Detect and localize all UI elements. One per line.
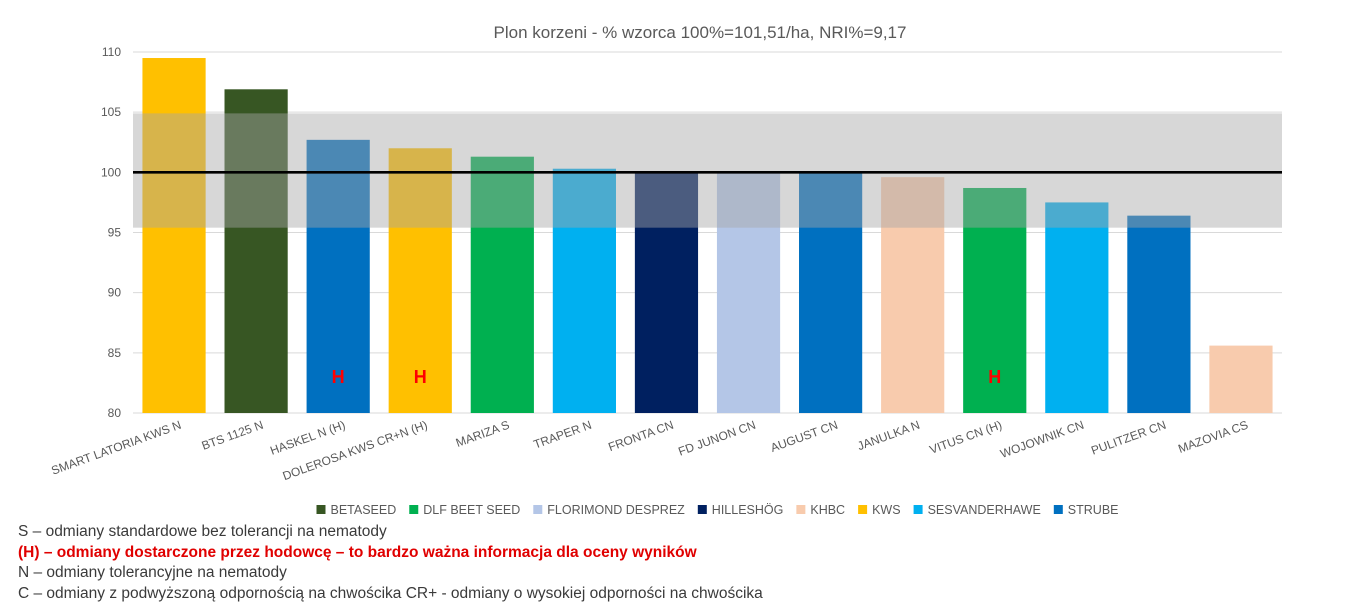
legend-swatch	[858, 505, 868, 514]
bar	[1209, 345, 1273, 413]
y-tick-label: 85	[108, 346, 122, 360]
legend-swatch	[1053, 505, 1063, 514]
y-tick-label: 110	[102, 45, 121, 59]
legend-swatch	[796, 505, 806, 514]
x-tick-label: BTS 1125 N	[200, 418, 265, 453]
legend-label: KWS	[872, 503, 900, 517]
legend-label: DLF BEET SEED	[423, 503, 520, 517]
standard-band	[133, 113, 1282, 228]
legend-swatch	[316, 505, 326, 514]
y-tick-label: 80	[108, 406, 122, 420]
legend-label: BETASEED	[330, 503, 396, 517]
bar	[552, 168, 616, 413]
y-tick-label: 90	[108, 286, 122, 300]
chart-title: Plon korzeni - % wzorca 100%=101,51/ha, …	[494, 23, 907, 42]
x-tick-label: SMART LATORIA KWS N	[49, 418, 183, 478]
bar	[716, 172, 781, 413]
bar	[142, 58, 206, 414]
y-tick-label: 95	[108, 226, 122, 240]
x-tick-label: MARIZA S	[454, 418, 511, 450]
x-tick-label: JANULKA N	[855, 418, 921, 454]
bar	[470, 156, 534, 413]
x-tick-label: VITUS CN (H)	[928, 418, 1004, 457]
note-resistance: C – odmiany z podwyższoną odpornością na…	[18, 584, 763, 602]
legend-swatch	[533, 505, 543, 514]
legend-swatch	[697, 505, 707, 514]
note-standard: S – odmiany standardowe bez tolerancji n…	[18, 523, 387, 540]
legend-label: SESVANDERHAWE	[928, 503, 1041, 517]
y-tick-label: 100	[101, 165, 121, 179]
x-tick-label: PULITZER CN	[1089, 418, 1168, 458]
footnotes: S – odmiany standardowe bez tolerancji n…	[18, 522, 1348, 604]
bar	[963, 187, 1027, 413]
bar	[799, 172, 863, 413]
x-tick-label: FD JUNON CN	[676, 418, 757, 459]
bar	[634, 171, 699, 413]
legend-label: HILLESHÖG	[712, 503, 784, 517]
x-tick-label: AUGUST CN	[769, 418, 840, 455]
note-breeder-supplied: (H) – odmiany dostarczone przez hodowcę …	[18, 543, 697, 561]
note-tolerant: N – odmiany tolerancyjne na nematody	[18, 564, 287, 581]
bar	[388, 148, 452, 413]
bar	[224, 89, 288, 413]
bar-chart: Plon korzeni - % wzorca 100%=101,51/ha, …	[49, 23, 1282, 517]
bar	[1045, 202, 1109, 413]
bar	[306, 139, 370, 414]
legend-label: KHBC	[810, 503, 845, 517]
legend-label: FLORIMOND DESPREZ	[547, 503, 685, 517]
bar	[1127, 215, 1191, 413]
x-tick-label: WOJOWNIK CN	[998, 418, 1085, 461]
bar	[881, 177, 945, 413]
x-tick-label: DOLEROSA KWS CR+N (H)	[281, 418, 430, 483]
legend-swatch	[409, 505, 419, 514]
bar-label: H	[414, 367, 427, 387]
bar-label: H	[988, 367, 1001, 387]
y-tick-label: 105	[101, 105, 121, 119]
x-tick-label: FRONTA CN	[606, 418, 675, 455]
legend-label: STRUBE	[1068, 503, 1119, 517]
legend-swatch	[913, 505, 923, 514]
x-tick-label: MAZOVIA CS	[1176, 418, 1250, 456]
bar-label: H	[332, 367, 345, 387]
x-tick-label: TRAPER N	[532, 418, 594, 452]
